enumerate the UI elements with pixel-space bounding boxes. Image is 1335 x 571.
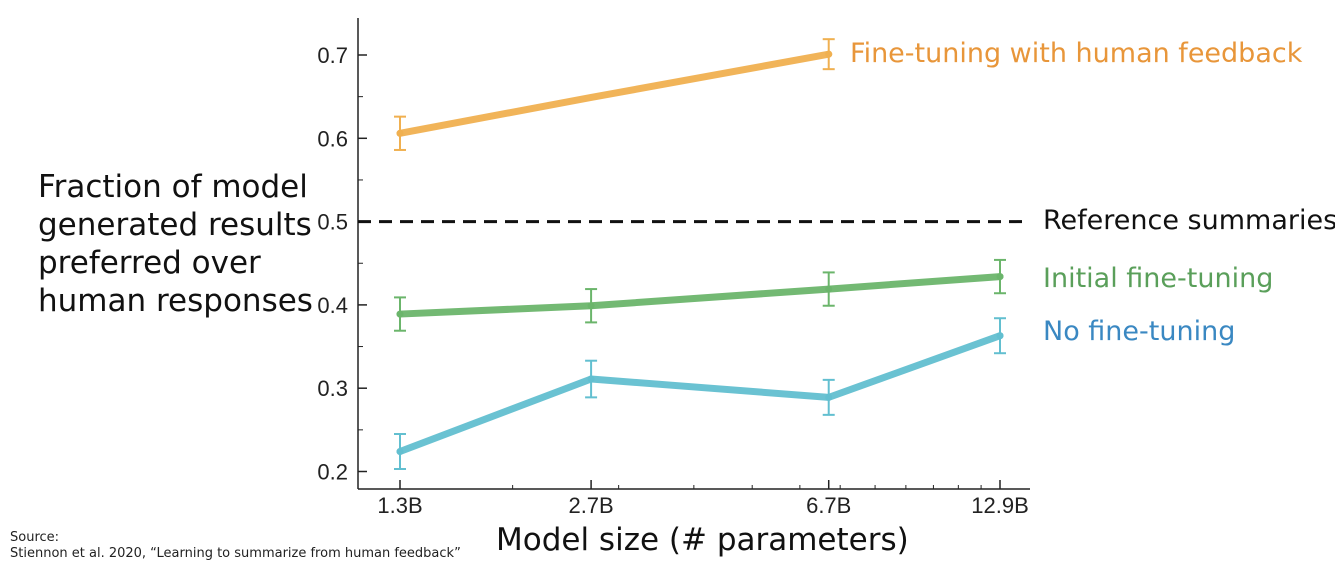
legend-no-fine-tuning: No fine-tuning (1043, 316, 1236, 347)
source-note: Source: Stiennon et al. 2020, “Learning … (10, 530, 461, 562)
source-citation: Stiennon et al. 2020, “Learning to summa… (10, 546, 461, 561)
data-point (587, 375, 595, 383)
series-no-fine-tuning (394, 317, 1006, 471)
data-point (396, 129, 404, 137)
x-tick-label: 6.7B (806, 493, 851, 518)
data-point (996, 273, 1004, 281)
legend-fine-tuning-with-human-feedback: Fine-tuning with human feedback (850, 38, 1303, 69)
x-axis-label: Model size (# parameters) (496, 522, 909, 558)
source-heading: Source: (10, 530, 60, 545)
data-point (396, 448, 404, 456)
series-fine-tuning-with-human-feedback (394, 38, 835, 151)
axes (357, 18, 1030, 490)
series-line (396, 332, 1004, 456)
y-axis-label-line: Fraction of model (38, 169, 308, 205)
data-point (825, 50, 833, 58)
data-point (825, 285, 833, 293)
legend-initial-fine-tuning: Initial fine-tuning (1043, 263, 1274, 294)
y-tick-label: 0.5 (317, 210, 348, 235)
x-tick-label: 1.3B (377, 493, 422, 518)
x-tick-label: 12.9B (971, 493, 1029, 518)
y-tick-label: 0.3 (317, 376, 348, 401)
series-initial-fine-tuning (394, 258, 1006, 332)
y-axis-label-line: preferred over (38, 245, 261, 281)
legend-reference-summaries: Reference summaries (1043, 205, 1335, 236)
data-point (587, 302, 595, 310)
series-line (396, 50, 833, 137)
series-lines (394, 38, 1006, 471)
y-tick-label: 0.4 (317, 293, 348, 318)
y-axis-label: Fraction of model generated results pref… (38, 168, 313, 320)
x-tick-label: 2.7B (568, 493, 613, 518)
y-axis-label-line: generated results (38, 207, 312, 243)
series-line (396, 273, 1004, 318)
y-ticks: 0.2 0.3 0.4 0.5 0.6 0.7 (317, 43, 367, 485)
x-ticks: 1.3B 2.7B 6.7B 12.9B (377, 480, 1029, 518)
y-tick-label: 0.2 (317, 460, 348, 485)
data-point (996, 332, 1004, 340)
y-tick-label: 0.6 (317, 126, 348, 151)
data-point (396, 310, 404, 318)
y-tick-label: 0.7 (317, 43, 348, 68)
y-axis-label-line: human responses (38, 283, 313, 319)
data-point (825, 393, 833, 401)
